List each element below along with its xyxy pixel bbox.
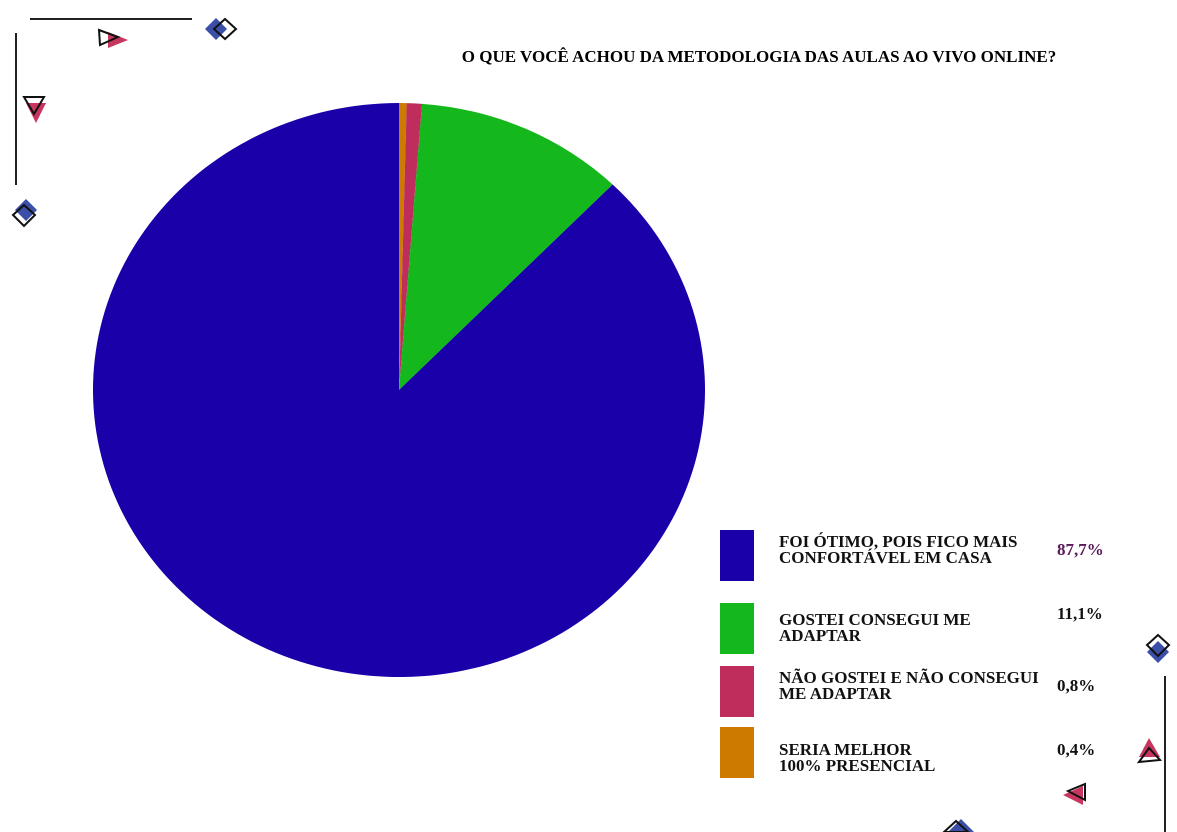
data-label: 87,7%: [1057, 540, 1104, 559]
pie-slice: [399, 103, 423, 390]
data-label: 0,4%: [1057, 740, 1096, 759]
pie-slice: [399, 103, 613, 390]
decoration: [11, 17, 1171, 832]
data-label: 0,8%: [1057, 676, 1096, 695]
legend-label: SERIA MELHOR 100% PRESENCIAL: [779, 740, 936, 775]
legend-swatch: [720, 727, 754, 778]
legend-label: GOSTEI CONSEGUI ME ADAPTAR: [779, 610, 971, 645]
legend-swatch: [720, 603, 754, 654]
legend-label: NÃO GOSTEI E NÃO CONSEGUI ME ADAPTAR: [779, 668, 1039, 703]
legend-swatch: [720, 530, 754, 581]
legend-swatch: [720, 666, 754, 717]
chart-title: O QUE VOCÊ ACHOU DA METODOLOGIA DAS AULA…: [462, 47, 1056, 66]
pie-slice: [399, 103, 407, 390]
data-label: 11,1%: [1057, 604, 1103, 623]
legend-label: FOI ÓTIMO, POIS FICO MAIS CONFORTÁVEL EM…: [779, 532, 1018, 567]
pie-slice: [92, 103, 705, 677]
